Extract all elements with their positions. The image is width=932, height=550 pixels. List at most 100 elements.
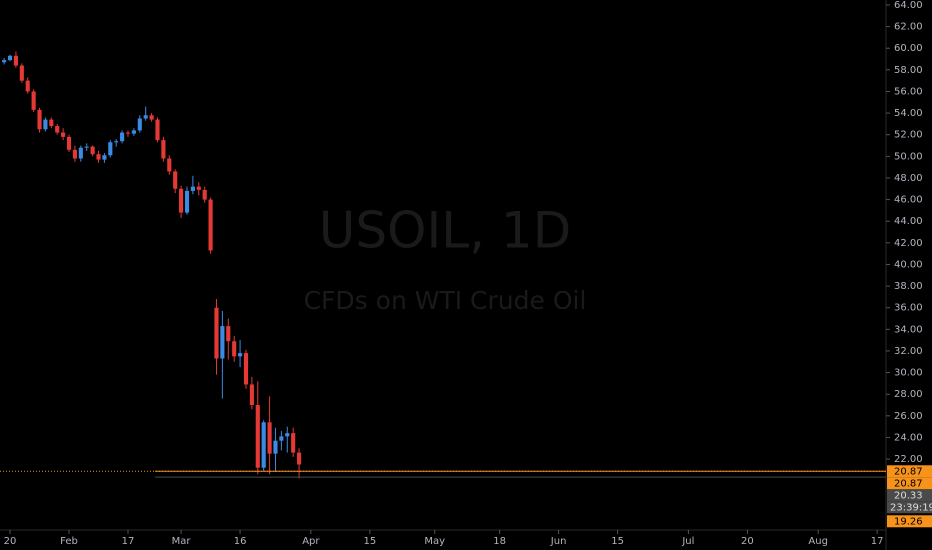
candle-body xyxy=(114,141,119,143)
candle-body xyxy=(161,140,166,159)
candle-body xyxy=(261,422,266,468)
candle-body xyxy=(143,115,148,119)
candle-body xyxy=(232,341,237,357)
candle-body xyxy=(137,118,142,131)
x-tick-label: 17 xyxy=(871,536,884,547)
watermark-description: CFDs on WTI Crude Oil xyxy=(304,286,587,315)
y-tick-label: 28.00 xyxy=(894,389,923,400)
candle-body xyxy=(49,119,54,127)
y-tick-label: 42.00 xyxy=(894,238,923,249)
candle-body xyxy=(238,353,243,357)
y-tick-label: 32.00 xyxy=(894,346,923,357)
x-tick-label: 20 xyxy=(741,536,754,547)
price-label: 20.87 xyxy=(894,466,923,477)
candle-body xyxy=(173,171,178,189)
candle-body xyxy=(267,422,272,454)
x-tick-label: 15 xyxy=(363,536,376,547)
candle-body xyxy=(96,154,101,160)
x-tick-label: Feb xyxy=(60,536,78,547)
candle-body xyxy=(255,405,260,468)
candle-body xyxy=(102,155,107,160)
candle-body xyxy=(37,109,42,130)
y-tick-label: 26.00 xyxy=(894,411,923,422)
candle-body xyxy=(72,149,77,159)
candle-body xyxy=(226,326,231,342)
candle-body xyxy=(279,436,284,441)
candle-body xyxy=(55,126,60,133)
candle-body xyxy=(214,307,219,359)
candle-body xyxy=(66,136,72,150)
y-tick-label: 58.00 xyxy=(894,65,923,76)
price-label: 19.26 xyxy=(894,516,923,527)
y-tick-label: 34.00 xyxy=(894,324,923,335)
countdown: 23:39:19 xyxy=(890,502,932,513)
x-tick-label: Aug xyxy=(808,536,828,547)
candle-body xyxy=(31,91,36,110)
candle-body xyxy=(249,384,254,406)
x-tick-label: 17 xyxy=(122,536,135,547)
x-tick-label: 18 xyxy=(493,536,506,547)
candle-body xyxy=(125,132,131,134)
price-label: 20.33 xyxy=(894,490,923,501)
x-tick-label: Jun xyxy=(550,536,567,547)
price-label-bg xyxy=(887,489,932,502)
price-label: 20.87 xyxy=(894,478,923,489)
candle-body xyxy=(220,326,225,359)
y-tick-label: 62.00 xyxy=(894,22,923,33)
x-tick-label: 20 xyxy=(4,536,17,547)
y-tick-label: 36.00 xyxy=(894,303,923,314)
watermark-symbol: USOIL, 1D xyxy=(319,202,571,260)
y-tick-label: 60.00 xyxy=(894,43,923,54)
candle-body xyxy=(243,353,249,385)
y-tick-label: 30.00 xyxy=(894,368,923,379)
y-tick-label: 50.00 xyxy=(894,151,923,162)
y-tick-label: 56.00 xyxy=(894,86,923,97)
candle-body xyxy=(149,115,154,120)
candle-body xyxy=(285,433,290,437)
y-tick-label: 64.00 xyxy=(894,0,923,11)
candle-body xyxy=(120,132,125,142)
y-tick-label: 48.00 xyxy=(894,173,923,184)
candle-body xyxy=(78,147,83,159)
x-tick-label: May xyxy=(424,536,445,547)
candle-body xyxy=(7,55,13,61)
y-tick-label: 52.00 xyxy=(894,130,923,141)
candle-body xyxy=(43,119,48,130)
y-tick-label: 24.00 xyxy=(894,432,923,443)
x-tick-label: 16 xyxy=(234,536,247,547)
candle-body xyxy=(291,433,296,453)
candle-body xyxy=(2,60,7,63)
candle-body xyxy=(19,65,24,81)
candle-body xyxy=(179,188,184,213)
y-tick-label: 38.00 xyxy=(894,281,923,292)
candle-body xyxy=(108,142,113,156)
candle-body xyxy=(13,55,18,66)
candle-body xyxy=(155,119,160,141)
candle-body xyxy=(25,80,30,92)
candle-body xyxy=(297,452,302,465)
candle-body xyxy=(202,189,207,200)
candle-body xyxy=(273,440,278,454)
candle-body xyxy=(90,146,95,155)
y-tick-label: 44.00 xyxy=(894,216,923,227)
x-tick-label: Mar xyxy=(172,536,192,547)
candle-body xyxy=(190,186,195,191)
candle-body xyxy=(196,186,201,190)
price-label-bg xyxy=(887,477,932,490)
candle-body xyxy=(184,190,190,213)
y-tick-label: 22.00 xyxy=(894,454,923,465)
candle-body xyxy=(208,199,213,251)
x-tick-label: Jul xyxy=(681,536,694,547)
candle-body xyxy=(131,130,136,134)
price-label-bg xyxy=(887,515,932,528)
candle-body xyxy=(167,158,172,172)
x-tick-label: Apr xyxy=(302,536,320,547)
x-tick-label: 15 xyxy=(611,536,624,547)
candle-body xyxy=(84,146,89,148)
price-label-bg xyxy=(887,465,932,478)
countdown-bg xyxy=(887,501,932,514)
y-tick-label: 46.00 xyxy=(894,195,923,206)
y-tick-label: 54.00 xyxy=(894,108,923,119)
